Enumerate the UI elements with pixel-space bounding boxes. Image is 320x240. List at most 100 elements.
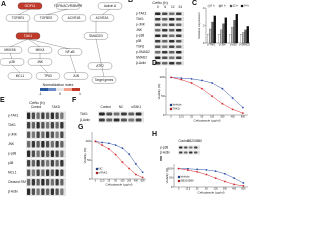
- band: [60, 160, 64, 167]
- y-tick-label: 0: [171, 185, 173, 189]
- point: [186, 169, 189, 171]
- band: [169, 56, 175, 59]
- band: [50, 150, 54, 157]
- band: [36, 141, 40, 148]
- band: [176, 62, 182, 65]
- band: [113, 112, 120, 116]
- band: [162, 45, 168, 48]
- legend-swatch: [229, 4, 233, 8]
- point: [241, 112, 244, 115]
- arrow: [45, 8, 69, 16]
- band: [128, 112, 135, 116]
- line: [171, 77, 244, 108]
- lane-label: TAK1i: [52, 105, 61, 109]
- legend-swatch: [177, 179, 181, 183]
- band: [36, 169, 40, 176]
- row-label: p-p38: [8, 152, 16, 156]
- node-box: [17, 2, 43, 10]
- lane-label: 24: [178, 5, 182, 9]
- node-box: [97, 2, 123, 10]
- band: [55, 160, 59, 167]
- point: [190, 78, 193, 80]
- bar: [213, 15, 216, 44]
- x-tick-label: 400: [134, 180, 139, 183]
- point: [180, 78, 183, 81]
- point: [233, 183, 236, 186]
- x-tick-label: 50: [205, 188, 208, 191]
- panel-label: H: [152, 131, 157, 138]
- x-tick-label: p-p38: [230, 44, 237, 47]
- page: {"panels":{ "a":{"label":"A","nodes":["G…: [0, 0, 251, 196]
- x-tick-label: p-JNK: [219, 44, 226, 47]
- point: [107, 142, 110, 145]
- band: [41, 131, 45, 138]
- band: [169, 23, 175, 26]
- band: [41, 169, 45, 176]
- band: [27, 112, 31, 119]
- point: [231, 108, 234, 111]
- y-tick-label: 0: [89, 177, 91, 181]
- x-tick-label: 800: [241, 188, 246, 191]
- band: [162, 62, 168, 65]
- band: [41, 141, 45, 148]
- bar: [220, 29, 223, 44]
- bar: [233, 20, 236, 44]
- x-tick-label: 50: [114, 180, 117, 183]
- node-label: SMAD2/3: [89, 34, 103, 38]
- point: [214, 177, 217, 180]
- band: [41, 122, 45, 129]
- bar: [244, 29, 247, 44]
- band: [176, 56, 182, 59]
- x-axis-label: Ceftopiazole (μg/ml): [194, 118, 221, 122]
- band: [55, 150, 59, 157]
- band: [27, 150, 31, 157]
- node-label: ACVR2A: [96, 16, 110, 20]
- band: [113, 118, 120, 122]
- row-label: TAK1: [80, 112, 88, 116]
- band: [31, 179, 35, 186]
- x-tick-label: 800: [141, 180, 146, 183]
- y-tick-label: 0: [203, 41, 205, 45]
- band: [128, 118, 135, 122]
- band: [50, 112, 54, 119]
- legend-label: 12 h: [233, 4, 239, 8]
- node-label: ATF2: [96, 64, 104, 68]
- point: [233, 177, 236, 180]
- band: [55, 131, 59, 138]
- band: [135, 112, 142, 116]
- node-label: Activin A: [104, 4, 117, 8]
- point: [205, 168, 208, 171]
- band: [155, 12, 161, 15]
- band: [46, 141, 50, 148]
- band: [50, 188, 54, 195]
- band: [50, 122, 54, 129]
- band: [176, 34, 182, 37]
- x-axis-label: Ceftopiazole (μg/ml): [198, 190, 225, 194]
- legend-swatch: [177, 175, 181, 179]
- band: [162, 18, 168, 21]
- legend-label: SB203580: [181, 179, 195, 183]
- node-box: [5, 14, 31, 22]
- x-axis-label: Ceftopiazole (μg/ml): [106, 182, 133, 186]
- blot-header: Cefto (h): [152, 0, 168, 5]
- node-box: [89, 14, 115, 22]
- line: [178, 168, 244, 187]
- bar: [207, 34, 210, 44]
- x-tick-label: 0: [170, 116, 172, 119]
- y-tick-label: 50: [87, 158, 91, 162]
- band: [169, 40, 175, 43]
- row-label: SMAD2: [136, 56, 147, 60]
- band: [121, 112, 127, 116]
- x-tick-label: 200: [223, 188, 228, 191]
- point: [114, 153, 117, 156]
- row-label: p-TAK1: [136, 12, 147, 16]
- band: [155, 34, 161, 37]
- row-label: Cleaved PARP: [8, 180, 29, 184]
- panel-label: B: [128, 0, 133, 4]
- y-tick-label: 50: [169, 176, 173, 180]
- band: [41, 160, 45, 167]
- y-tick-label: 100: [159, 75, 164, 79]
- band: [46, 169, 50, 176]
- legend-swatch: [169, 103, 173, 107]
- heat-cell: [56, 88, 64, 91]
